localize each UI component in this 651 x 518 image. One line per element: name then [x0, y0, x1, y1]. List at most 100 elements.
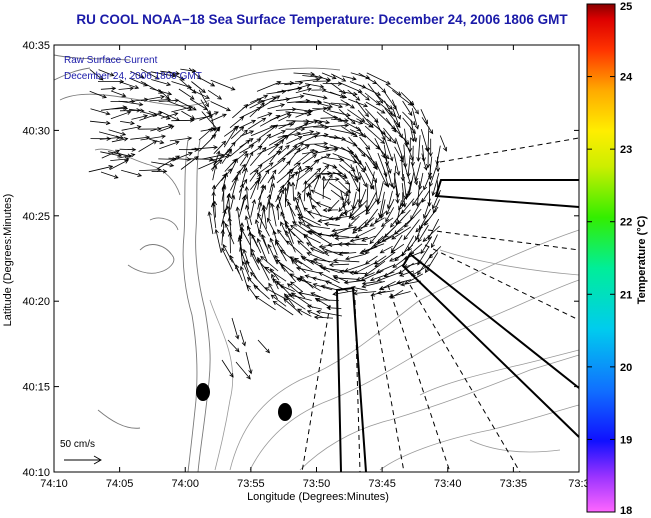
current-vector [383, 171, 390, 188]
current-vector [191, 81, 206, 94]
current-vector [294, 77, 321, 83]
current-vector [338, 137, 358, 147]
current-vector [378, 191, 385, 218]
current-vector [431, 234, 438, 249]
y-axis: 40:35 40:30 40:25 40:20 40:15 40:10 [22, 40, 579, 479]
current-vector [251, 248, 258, 263]
legend-line-2: December 24, 2006 1800 GMT [64, 71, 202, 82]
current-vector [287, 83, 312, 92]
current-vector [256, 162, 274, 175]
current-vector [303, 234, 321, 244]
current-vector [270, 202, 277, 227]
current-vector [349, 171, 360, 193]
current-vector [110, 90, 127, 98]
current-vector [420, 236, 433, 255]
current-vector [267, 103, 286, 110]
colorbar-gradient [586, 3, 616, 513]
current-vector [410, 127, 415, 143]
current-vector [391, 99, 401, 120]
current-vector [347, 117, 364, 125]
current-vector [221, 220, 226, 237]
current-vector [401, 198, 415, 215]
current-vector [231, 176, 239, 199]
current-vector [328, 182, 349, 196]
current-vector [329, 91, 345, 98]
current-vector [295, 266, 322, 274]
current-vector [294, 130, 315, 136]
current-vector [358, 188, 367, 208]
current-vector [315, 201, 333, 209]
current-vector [230, 194, 236, 210]
current-vector [270, 294, 287, 307]
current-vector [352, 219, 369, 234]
current-vector [272, 300, 294, 316]
current-vector [324, 280, 349, 292]
current-vector [257, 256, 270, 281]
current-vector [294, 134, 319, 146]
x-tick-label: 73:45 [368, 478, 396, 490]
colorbar-tick-label: 19 [620, 434, 632, 446]
current-vector [168, 70, 185, 81]
current-vector [221, 359, 234, 378]
current-vector [428, 138, 433, 157]
current-vector [254, 295, 276, 311]
current-vector [280, 211, 288, 226]
current-vector [181, 110, 196, 120]
current-vector [385, 207, 395, 223]
current-vector [392, 251, 415, 268]
current-vector [151, 79, 172, 87]
current-vector [356, 272, 375, 281]
current-vector [247, 231, 253, 255]
current-vector [275, 203, 280, 220]
current-vector [354, 227, 376, 239]
current-vector [140, 95, 165, 101]
current-vector [268, 134, 288, 146]
current-vector [267, 200, 272, 220]
current-vector [302, 92, 328, 100]
current-vector [369, 217, 385, 227]
x-tick-label: 74:10 [40, 478, 68, 490]
current-vector [347, 89, 361, 101]
current-vector [421, 117, 434, 135]
current-vector [111, 106, 129, 111]
current-vector [290, 181, 296, 201]
current-vector [337, 156, 356, 172]
current-vector [266, 193, 272, 210]
current-vector [402, 111, 416, 126]
current-vector [332, 258, 360, 263]
current-vector [274, 254, 286, 272]
current-vector [302, 131, 321, 137]
current-vector [384, 100, 393, 116]
current-vector [327, 199, 340, 212]
current-vector [100, 86, 117, 91]
current-vector [296, 167, 314, 182]
current-vector [297, 213, 321, 226]
current-vector [284, 220, 294, 244]
current-vector [279, 284, 295, 292]
current-vector [375, 93, 393, 110]
current-vector [307, 183, 312, 200]
current-vector [220, 229, 225, 246]
x-tick-label: 73:35 [500, 478, 528, 490]
current-vector [251, 233, 262, 254]
current-vector [190, 114, 214, 121]
x-tick-label: 74:05 [106, 478, 134, 490]
current-vector [334, 236, 360, 241]
current-vector [277, 145, 298, 163]
current-vector [385, 162, 394, 188]
current-vector [213, 140, 227, 154]
current-vector [356, 156, 367, 172]
current-vector [312, 106, 332, 112]
scale-arrow [64, 455, 102, 465]
map-plot-area: Raw Surface Current December 24, 2006 18… [53, 44, 580, 473]
current-vector [425, 147, 431, 169]
current-vector [160, 70, 181, 76]
current-vector [283, 298, 303, 316]
current-vector [365, 161, 377, 184]
surface-current-vectors [88, 67, 448, 380]
current-vector [309, 230, 331, 244]
current-vector [266, 89, 287, 95]
current-vector [201, 153, 225, 160]
current-vector [118, 100, 144, 107]
current-vector [366, 72, 391, 85]
